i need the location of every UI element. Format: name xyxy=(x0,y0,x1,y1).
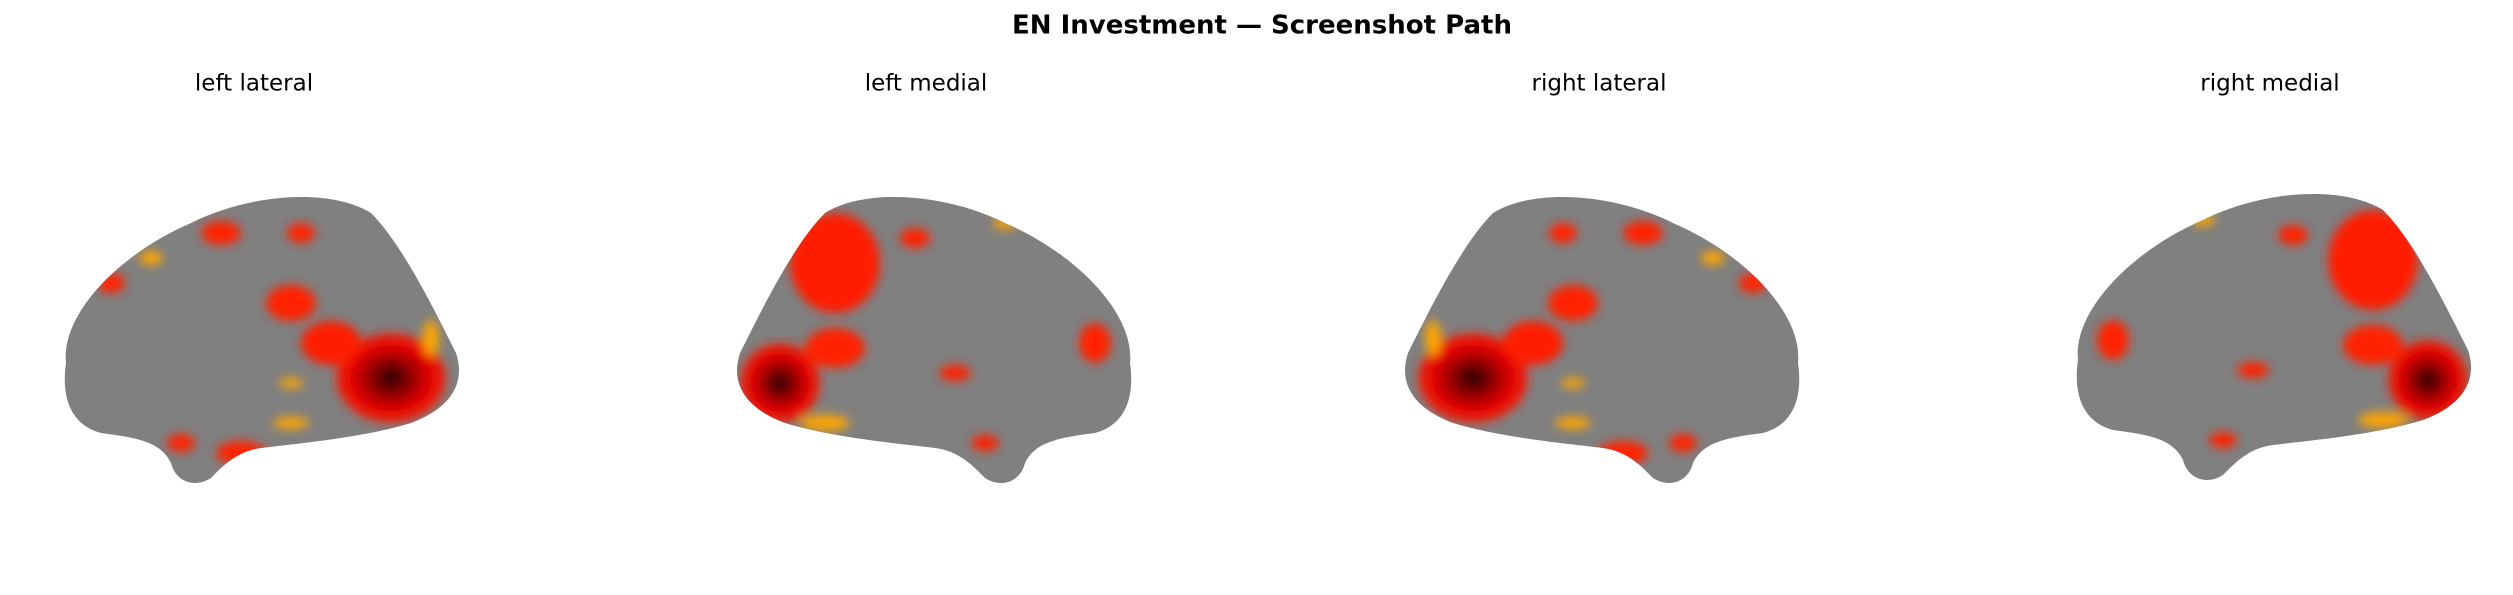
brain-view xyxy=(1405,196,1800,483)
panel-label: left medial xyxy=(865,71,988,97)
panel-label: left lateral xyxy=(195,71,313,97)
brain-view xyxy=(2076,193,2471,480)
panel-label: right medial xyxy=(2200,71,2339,97)
figure-title: EN Investment — Screenshot Path xyxy=(1012,11,1512,41)
brain-view xyxy=(64,196,460,483)
brain-view xyxy=(737,196,1132,483)
panel-label: right lateral xyxy=(1532,71,1667,97)
